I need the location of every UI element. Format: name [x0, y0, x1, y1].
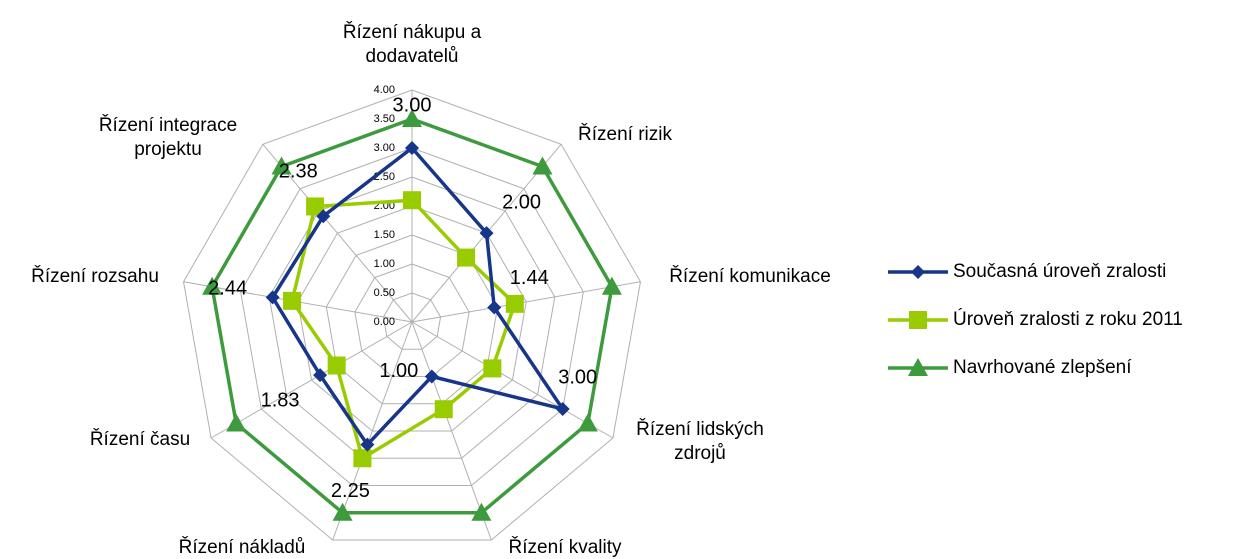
- marker: [283, 291, 302, 310]
- marker: [601, 276, 622, 295]
- grid-ring: [382, 292, 442, 350]
- category-label: Řízení komunikace: [669, 266, 831, 287]
- marker: [555, 402, 570, 416]
- legend-label: Současná úroveň zralosti: [953, 261, 1166, 282]
- data-label: 1.83: [261, 389, 300, 411]
- marker: [403, 191, 421, 210]
- marker: [226, 413, 247, 432]
- grid-ring: [354, 263, 470, 378]
- marker: [360, 437, 375, 452]
- marker: [505, 294, 524, 313]
- data-label: 2.00: [502, 191, 541, 213]
- marker: [316, 209, 331, 224]
- spoke: [411, 281, 641, 323]
- r-tick-label: 1.00: [374, 258, 395, 270]
- legend-label: Úroveň zralosti z roku 2011: [953, 308, 1183, 330]
- marker: [327, 356, 346, 375]
- marker: [402, 109, 422, 127]
- grid-ring: [325, 234, 499, 405]
- marker: [405, 141, 419, 155]
- marker: [306, 197, 325, 216]
- marker: [532, 156, 553, 175]
- r-tick-label: 4.00: [374, 84, 395, 96]
- category-label: Řízení času: [89, 429, 191, 450]
- marker: [332, 502, 353, 521]
- grid-ring: [183, 89, 641, 541]
- category-label: Řízení nákladů: [178, 537, 306, 558]
- marker: [487, 300, 502, 315]
- data-label: 2.25: [331, 480, 370, 502]
- grid-ring: [240, 147, 584, 487]
- data-label: 1.44: [510, 267, 549, 289]
- category-label: Řízení kvality: [508, 537, 622, 558]
- r-tick-label: 0.50: [374, 287, 395, 299]
- marker: [457, 248, 476, 267]
- marker: [265, 290, 280, 305]
- spoke: [210, 321, 413, 439]
- marker: [577, 413, 598, 432]
- category-label: Řízení rizik: [578, 124, 672, 145]
- marker: [353, 449, 372, 468]
- spoke: [411, 321, 614, 439]
- data-label: 2.38: [279, 161, 318, 183]
- r-tick-label: 0.00: [374, 316, 395, 328]
- marker: [434, 400, 453, 419]
- marker: [424, 369, 439, 384]
- category-label: Řízení rozsahu: [31, 266, 159, 287]
- marker: [471, 502, 492, 521]
- legend-label: Navrhované zlepšení: [953, 357, 1132, 378]
- series-line: [270, 145, 567, 448]
- category-label: Řízení nákupu a dodavatelů: [342, 22, 482, 67]
- marker: [483, 359, 502, 378]
- grid-ring: [268, 176, 556, 459]
- data-label: 3.00: [558, 366, 597, 388]
- series-line: [210, 117, 614, 515]
- data-label: 3.00: [393, 94, 432, 116]
- spoke: [411, 321, 492, 541]
- category-label: Řízení integrace projektu: [98, 115, 238, 160]
- spoke: [332, 321, 413, 541]
- marker: [271, 156, 292, 175]
- marker: [313, 368, 328, 383]
- marker: [911, 265, 925, 279]
- r-tick-label: 1.50: [374, 229, 395, 241]
- data-label: 1.00: [379, 360, 418, 382]
- r-tick-label: 3.00: [374, 142, 395, 154]
- r-tick-label: 3.50: [374, 113, 395, 125]
- marker: [479, 226, 494, 241]
- marker: [909, 311, 927, 329]
- marker: [908, 358, 928, 376]
- data-label: 2.44: [208, 278, 247, 300]
- grid-ring: [297, 205, 527, 432]
- category-label: Řízení lidských zdrojů: [636, 419, 764, 464]
- marker: [202, 276, 223, 295]
